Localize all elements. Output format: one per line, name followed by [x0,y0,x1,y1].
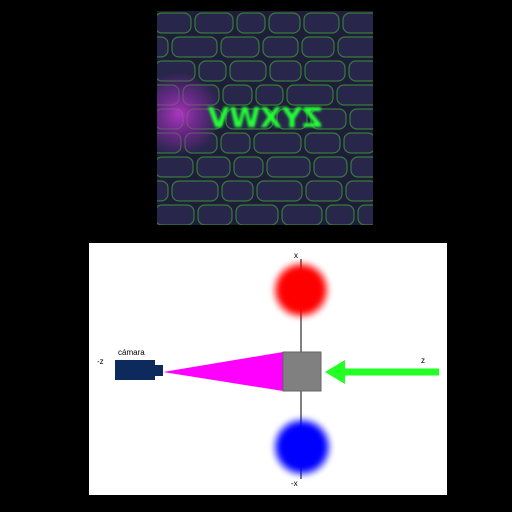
x-axis-bottom-label: -x [291,479,298,488]
stone-shape [304,132,341,154]
stone-shape [342,12,373,34]
object-cube [282,351,322,392]
stone-shape [171,180,219,202]
z-positive-label: z [421,356,425,365]
stone-shape [303,12,340,34]
stone-shape [196,156,231,178]
stone-shape [262,36,299,58]
stone-shape [345,180,373,202]
texture-image: ZYXWV [157,11,373,225]
stone-shape [220,132,251,154]
stone-shape [337,36,373,58]
stone-shape [229,60,267,82]
camera-body-icon [115,360,155,380]
stone-shape [357,204,373,225]
stone-shape [305,180,343,202]
stone-shape [286,84,334,106]
stone-shape [236,12,266,34]
stone-shape [157,204,195,225]
stone-shape [268,12,301,34]
stone-shape [157,156,194,178]
stone-shape [222,84,253,106]
stone-shape [197,204,233,225]
camera-label: cámara [118,348,145,357]
stone-shape [348,60,373,82]
stone-shape [235,204,279,225]
stone-shape [276,108,308,130]
stone-shape [157,36,169,58]
stone-shape [313,156,348,178]
stone-shape [194,12,234,34]
blue-blob [271,416,333,478]
stone-shape [225,108,274,130]
stone-shape [157,180,169,202]
x-axis-top-label: x [294,251,298,260]
stone-shape [220,36,260,58]
stone-shape [349,108,373,130]
stone-shape [171,36,218,58]
stone-shape [301,36,335,58]
z-negative-label: -z [97,357,104,366]
mirrored-text: ZYXWV [207,101,322,134]
stone-shape [310,108,347,130]
stone-shape [350,156,373,178]
stone-shape [281,204,323,225]
stone-shape [304,60,346,82]
purple-glow [157,72,221,156]
setup-diagram: x -x cámara -z z [89,243,447,495]
stone-shape [253,132,302,154]
stone-shape [266,156,311,178]
stone-shape [269,60,302,82]
stone-wall-texture-icon: ZYXWV [157,11,373,225]
camera-frustum [163,352,283,391]
stone-shape [157,12,192,34]
stone-shape [221,180,254,202]
stone-shape [198,60,227,82]
red-blob [271,260,331,320]
stone-shape [336,84,373,106]
camera-lens-icon [153,365,163,376]
stone-shape [256,180,303,202]
stone-shape [325,204,355,225]
stone-shape [233,156,264,178]
arrow-head-icon [325,360,345,384]
stone-shape [343,132,373,154]
stone-shape [255,84,284,106]
